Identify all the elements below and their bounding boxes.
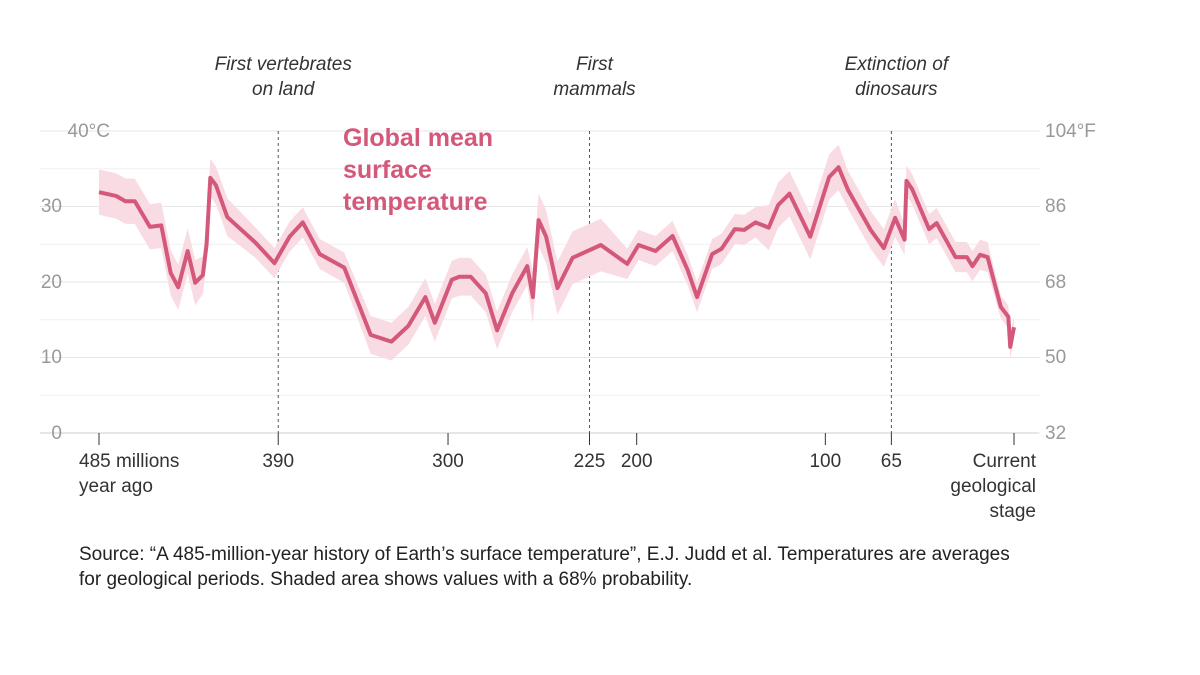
- y2-tick-label: 68: [1045, 271, 1067, 293]
- y-tick-label: 40°C: [67, 120, 110, 142]
- x-tick-label: 100: [809, 451, 842, 472]
- x-tick-label: 65: [880, 451, 902, 472]
- y2-tick-label: 50: [1045, 347, 1067, 368]
- y-tick-label: 10: [40, 347, 62, 368]
- uncertainty-band: [99, 144, 1014, 361]
- y2-tick-label: 86: [1045, 196, 1067, 217]
- x-tick-label: 485 millions year ago: [79, 451, 180, 497]
- y2-tick-label: 32: [1045, 422, 1067, 444]
- x-tick-label: 225: [573, 451, 606, 472]
- y-tick-label: 0: [51, 422, 62, 444]
- x-tick-label: 300: [432, 451, 464, 472]
- source-note: Source: “A 485-million-year history of E…: [79, 544, 1010, 590]
- series-label: Global mean surface temperature: [343, 124, 494, 216]
- x-tick-label: 390: [262, 451, 295, 472]
- temperature-line: [98, 165, 1016, 349]
- annotation-text: Extinction of dinosaurs: [844, 54, 949, 100]
- y2-tick-label: 104°F: [1045, 120, 1096, 142]
- annotation-text: First mammals: [553, 54, 636, 100]
- y-tick-label: 20: [40, 271, 62, 293]
- x-tick-label: 200: [620, 451, 653, 472]
- y-tick-label: 30: [40, 196, 62, 217]
- annotation-text: First vertebrates on land: [214, 54, 352, 100]
- x-tick-label: Current geological stage: [950, 451, 1036, 522]
